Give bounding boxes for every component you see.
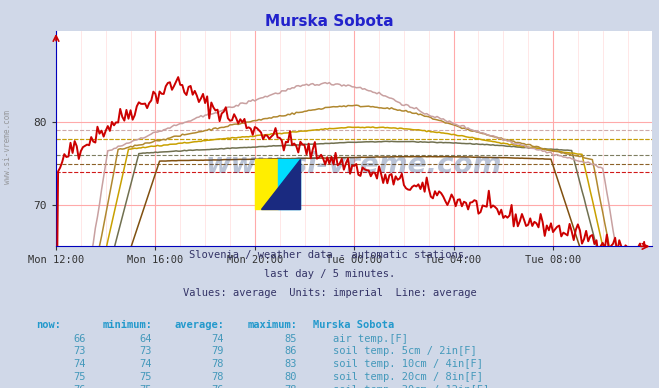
Text: 73: 73 <box>73 346 86 357</box>
Text: www.si-vreme.com: www.si-vreme.com <box>3 111 13 184</box>
Text: www.si-vreme.com: www.si-vreme.com <box>206 151 502 178</box>
Text: 76: 76 <box>73 385 86 388</box>
Polygon shape <box>277 159 301 209</box>
Text: soil temp. 5cm / 2in[F]: soil temp. 5cm / 2in[F] <box>333 346 476 357</box>
Text: 66: 66 <box>73 334 86 344</box>
Text: 85: 85 <box>284 334 297 344</box>
Text: average:: average: <box>175 320 225 330</box>
Text: 74: 74 <box>212 334 224 344</box>
Text: 86: 86 <box>284 346 297 357</box>
Text: 64: 64 <box>139 334 152 344</box>
Text: 74: 74 <box>73 359 86 369</box>
Text: now:: now: <box>36 320 61 330</box>
Text: Values: average  Units: imperial  Line: average: Values: average Units: imperial Line: av… <box>183 288 476 298</box>
Text: 76: 76 <box>212 385 224 388</box>
Text: last day / 5 minutes.: last day / 5 minutes. <box>264 269 395 279</box>
Text: air temp.[F]: air temp.[F] <box>333 334 408 344</box>
Text: Murska Sobota: Murska Sobota <box>265 14 394 29</box>
Text: 83: 83 <box>284 359 297 369</box>
Text: 75: 75 <box>139 385 152 388</box>
Text: 80: 80 <box>284 372 297 382</box>
Text: 78: 78 <box>212 359 224 369</box>
Text: 78: 78 <box>212 372 224 382</box>
Text: 73: 73 <box>139 346 152 357</box>
Text: minimum:: minimum: <box>102 320 152 330</box>
Text: maximum:: maximum: <box>247 320 297 330</box>
Text: Murska Sobota: Murska Sobota <box>313 320 394 330</box>
Text: 79: 79 <box>212 346 224 357</box>
Text: soil temp. 20cm / 8in[F]: soil temp. 20cm / 8in[F] <box>333 372 483 382</box>
Text: 75: 75 <box>73 372 86 382</box>
Text: Slovenia / weather data - automatic stations.: Slovenia / weather data - automatic stat… <box>189 250 470 260</box>
Polygon shape <box>261 159 301 209</box>
Text: soil temp. 10cm / 4in[F]: soil temp. 10cm / 4in[F] <box>333 359 483 369</box>
Polygon shape <box>255 159 277 209</box>
Text: soil temp. 30cm / 12in[F]: soil temp. 30cm / 12in[F] <box>333 385 489 388</box>
Text: 75: 75 <box>139 372 152 382</box>
Text: 74: 74 <box>139 359 152 369</box>
Text: 78: 78 <box>284 385 297 388</box>
